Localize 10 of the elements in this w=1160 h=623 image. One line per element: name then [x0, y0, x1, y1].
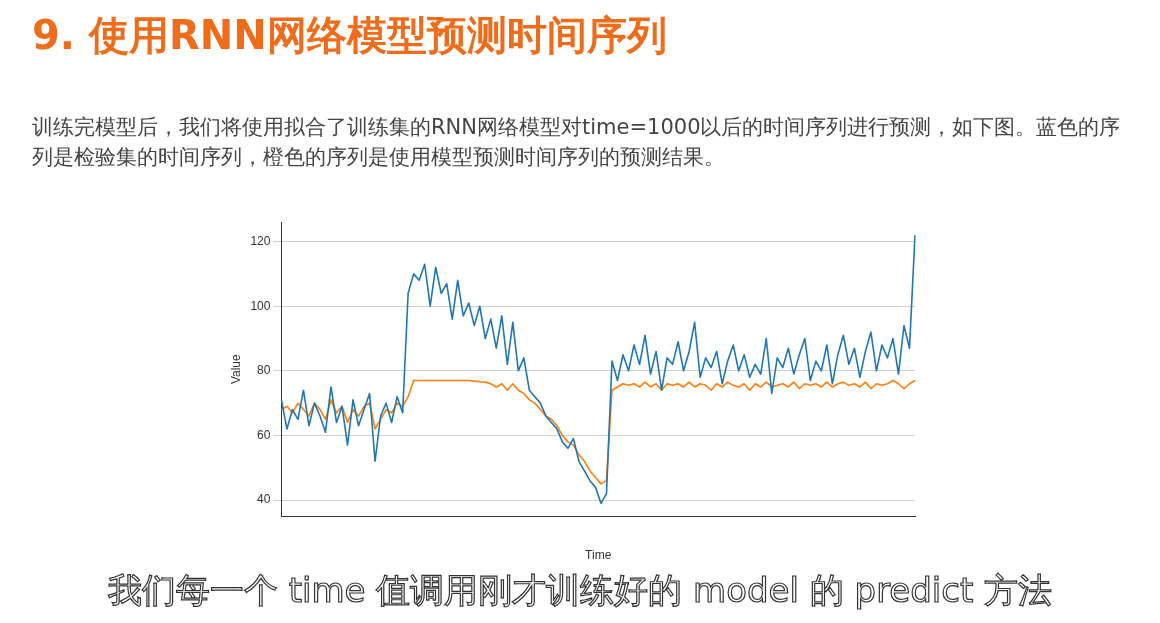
x-axis-title: Time: [585, 548, 612, 563]
y-tick-label: 120: [250, 233, 271, 248]
chart-title: 9. 使用RNN网络模型预测时间序列: [32, 11, 667, 60]
y-tick-label: 60: [257, 427, 271, 442]
chart-subtitle: 训练完模型后，我们将使用拟合了训练集的RNN网络模型对time=1000以后的时间序列进行预测，如下图。蓝色的序列是检验集的时间序列，橙色的序列是使用模型预测时间序列的预测结果。: [32, 114, 1122, 171]
y-tick-label: 80: [257, 363, 271, 378]
y-axis-title: Value: [228, 353, 243, 385]
text: 我们每一个 time 值调用刚才训练好的 model 的 predict 方法: [106, 569, 1054, 612]
y-tick-label: 100: [250, 298, 271, 313]
y-tick-label: 40: [257, 492, 271, 507]
